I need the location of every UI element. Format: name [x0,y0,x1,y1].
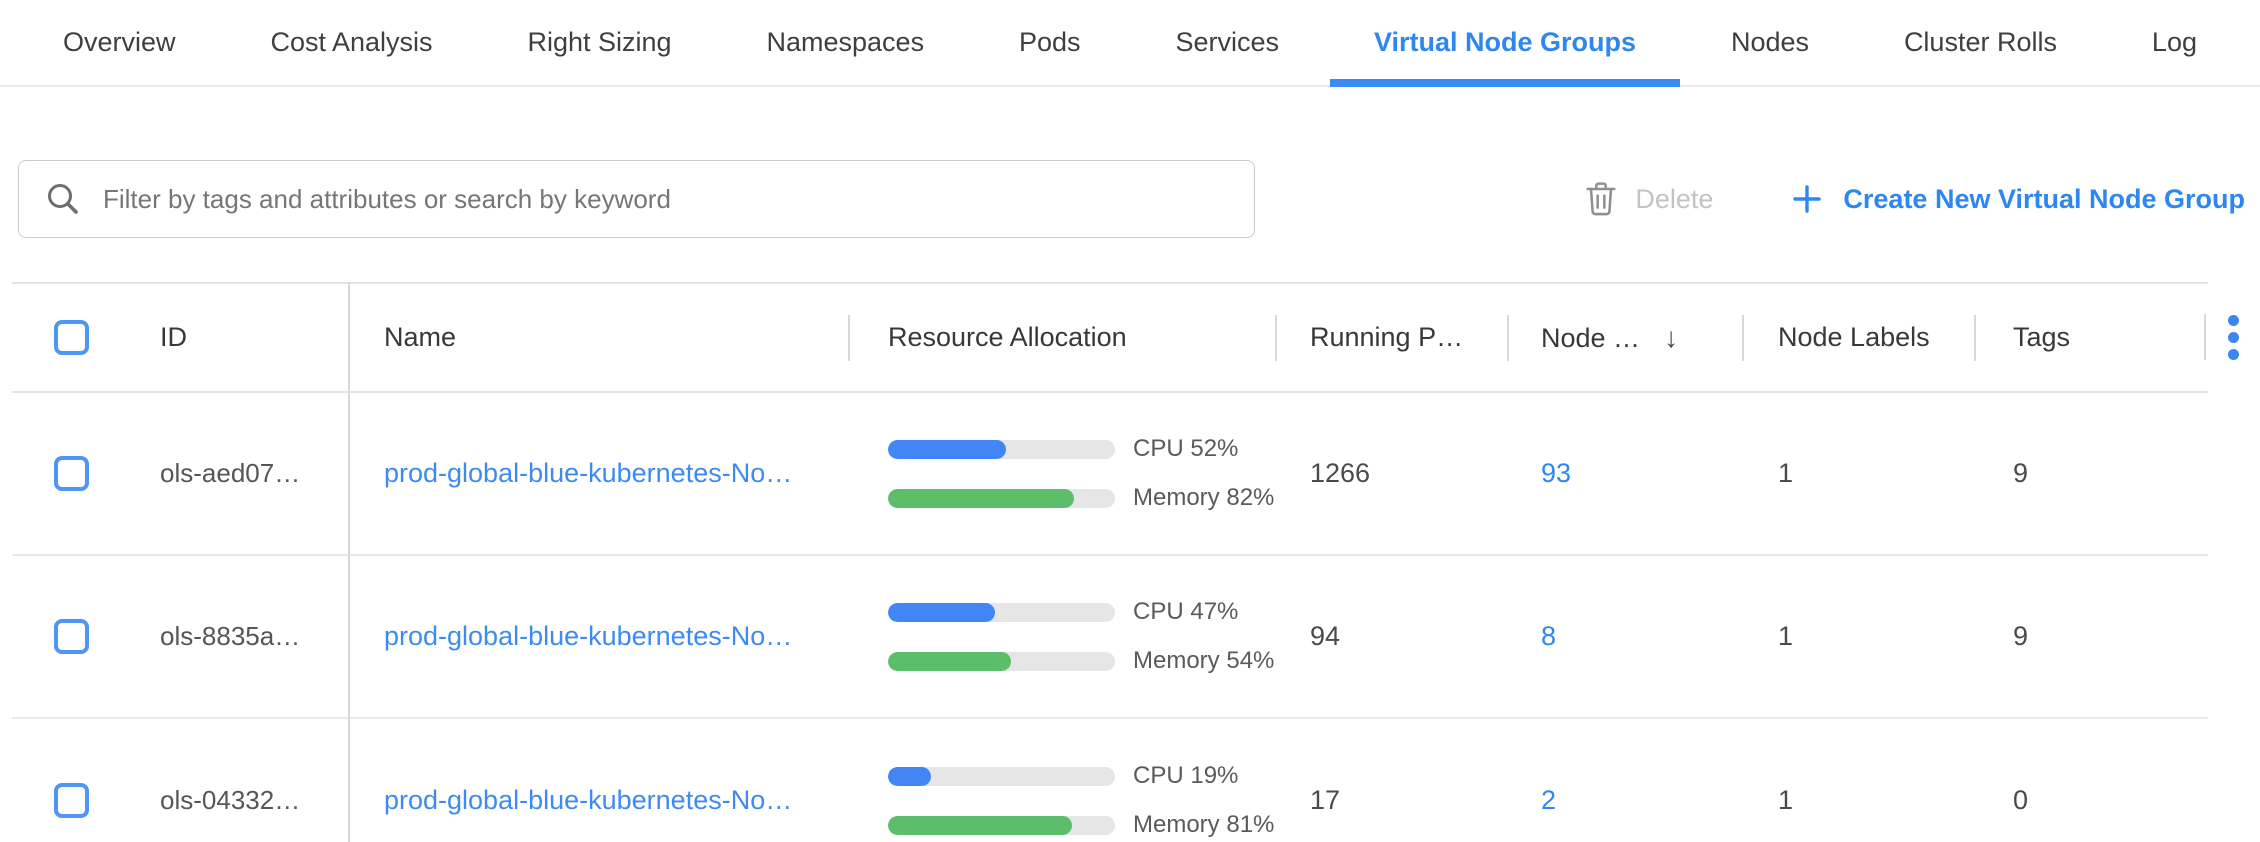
nodes-count-link[interactable]: 2 [1541,785,1557,815]
tags-value: 0 [2013,785,2029,815]
col-header-running-pods[interactable]: Running P… [1275,322,1507,353]
vng-name-link[interactable]: prod-global-blue-kubernetes-No… [384,621,793,651]
search-input[interactable] [103,183,1228,215]
resource-allocation-bars: CPU 47% Memory 54% [888,598,1275,675]
toolbar: Delete Create New Virtual Node Group [0,160,2260,238]
cpu-label: CPU 19% [1133,762,1239,789]
memory-bar [888,488,1115,508]
col-header-nodes[interactable]: Node … ↓ [1507,322,1742,354]
node-labels-value: 1 [1778,458,1794,488]
running-pods-value: 17 [1310,785,1341,815]
tags-value: 9 [2013,458,2029,488]
row-checkbox[interactable] [54,456,89,491]
cpu-bar [888,766,1115,786]
tab-nodes[interactable]: Nodes [1730,27,1809,57]
memory-label: Memory 82% [1133,484,1275,511]
table-row: ols-8835a… prod-global-blue-kubernetes-N… [12,556,2208,719]
cpu-bar [888,439,1115,459]
col-header-nodes-label: Node … [1541,322,1641,353]
delete-button[interactable]: Delete [1585,181,1713,217]
tab-services[interactable]: Services [1175,27,1280,57]
row-id: ols-04332… [160,785,301,815]
tab-right-sizing[interactable]: Right Sizing [527,27,672,57]
vng-table: ID Name Resource Allocation Running P… N… [0,282,2260,842]
columns-menu[interactable] [2204,314,2239,360]
memory-label: Memory 81% [1133,811,1275,838]
row-id: ols-8835a… [160,621,301,651]
row-id: ols-aed07… [160,458,301,488]
sort-desc-icon[interactable]: ↓ [1664,321,1679,353]
tags-value: 9 [2013,621,2029,651]
nodes-count-link[interactable]: 8 [1541,621,1557,651]
tab-log[interactable]: Log [2151,27,2197,57]
table-row: ols-04332… prod-global-blue-kubernetes-N… [12,719,2208,842]
filter-search-box[interactable] [18,160,1255,238]
vng-name-link[interactable]: prod-global-blue-kubernetes-No… [384,458,793,488]
vng-name-link[interactable]: prod-global-blue-kubernetes-No… [384,785,793,815]
trash-icon [1585,181,1617,217]
cpu-label: CPU 47% [1133,598,1239,625]
node-labels-value: 1 [1778,621,1794,651]
select-all-checkbox[interactable] [54,320,89,355]
kebab-menu-icon[interactable] [2228,314,2239,360]
tab-bar: Overview Cost Analysis Right Sizing Name… [0,0,2260,87]
create-vng-label: Create New Virtual Node Group [1843,183,2245,214]
running-pods-value: 1266 [1310,458,1371,488]
nodes-count-link[interactable]: 93 [1541,458,1572,488]
col-header-resource-allocation[interactable]: Resource Allocation [848,322,1275,353]
table-row: ols-aed07… prod-global-blue-kubernetes-N… [12,393,2208,556]
row-checkbox[interactable] [54,783,89,818]
delete-label: Delete [1635,183,1714,214]
resource-allocation-bars: CPU 52% Memory 82% [888,435,1275,512]
tab-cluster-rolls[interactable]: Cluster Rolls [1903,27,2057,57]
tab-virtual-node-groups[interactable]: Virtual Node Groups [1329,0,1681,87]
col-header-node-labels[interactable]: Node Labels [1742,322,1974,353]
column-divider [348,282,350,842]
memory-bar [888,815,1115,835]
search-icon [45,181,81,217]
cpu-bar [888,602,1115,622]
header-divider [2204,314,2206,360]
col-header-id[interactable]: ID [160,322,187,352]
tab-pods[interactable]: Pods [1019,27,1081,57]
tab-overview[interactable]: Overview [63,27,176,57]
resource-allocation-bars: CPU 19% Memory 81% [888,762,1275,839]
tab-cost-analysis[interactable]: Cost Analysis [270,27,433,57]
cpu-label: CPU 52% [1133,435,1239,462]
memory-label: Memory 54% [1133,647,1275,674]
col-header-name[interactable]: Name [384,322,457,352]
node-labels-value: 1 [1778,785,1794,815]
memory-bar [888,651,1115,671]
create-vng-button[interactable]: Create New Virtual Node Group [1791,183,2245,215]
row-checkbox[interactable] [54,619,89,654]
col-header-tags[interactable]: Tags [1974,322,2200,353]
plus-icon [1791,183,1823,215]
toolbar-actions: Delete Create New Virtual Node Group [1585,181,2245,217]
table-header: ID Name Resource Allocation Running P… N… [12,282,2208,393]
tab-namespaces[interactable]: Namespaces [766,27,925,57]
running-pods-value: 94 [1310,621,1341,651]
